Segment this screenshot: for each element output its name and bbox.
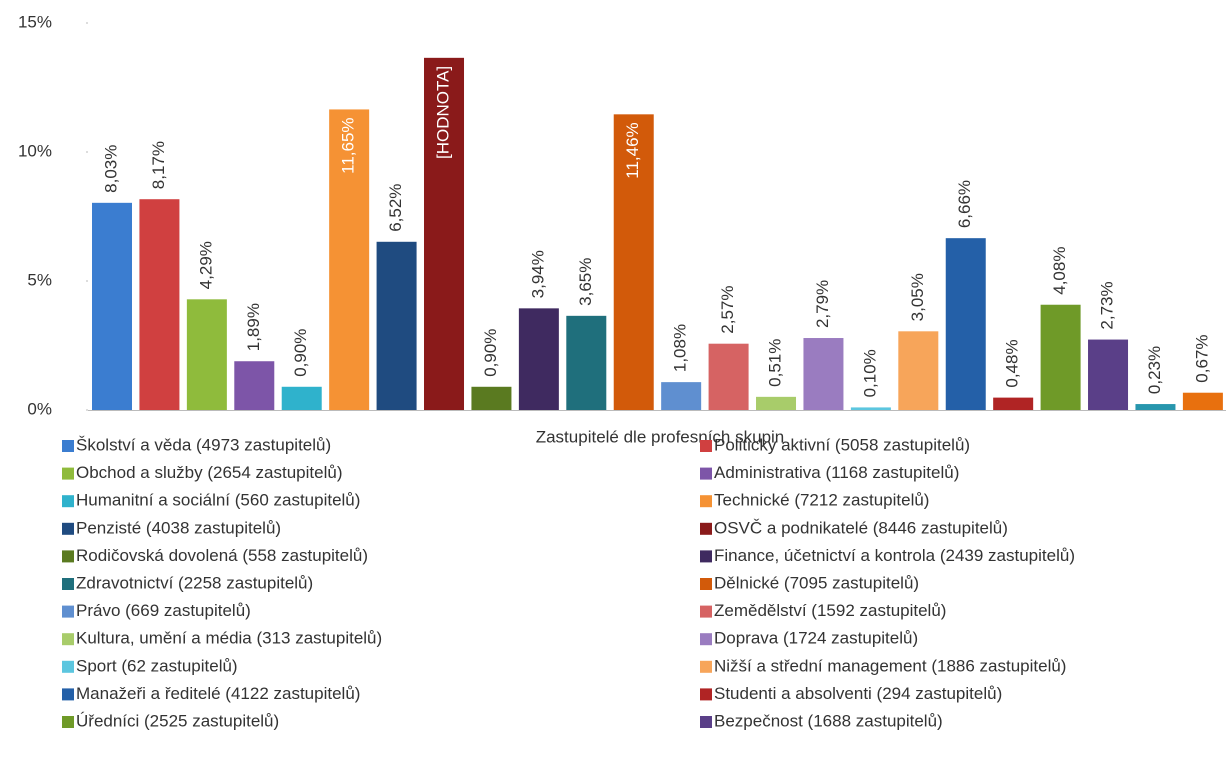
data-label: 3,65% [576,258,595,306]
data-label: 11,46% [623,122,642,178]
legend-label: Administrativa (1168 zastupitelů) [714,463,959,482]
data-label: 4,08% [1050,247,1069,295]
legend-swatch [62,522,74,535]
bar [898,331,939,410]
data-label: [HODNOTA] [433,66,452,159]
bar [613,114,654,410]
data-label: 2,57% [718,285,737,333]
bar [281,386,322,410]
legend-swatch [700,578,712,590]
legend-label: Rodičovská dovolená (558 zastupitelů) [76,546,368,565]
legend-swatch [700,550,712,563]
data-label: 0,10% [860,349,879,397]
legend-swatch [700,633,712,646]
data-label: 1,08% [671,324,690,372]
legend-label: Politicky aktivní (5058 zastupitelů) [714,435,970,454]
bar [566,315,607,410]
x-axis-title: Zastupitelé dle profesních skupin [536,427,785,446]
bar [708,343,749,410]
legend-label: Nižší a střední management (1886 zastupi… [714,656,1066,675]
data-label: 3,94% [528,250,547,298]
bar [756,396,797,410]
legend-swatch [700,467,712,480]
legend-label: Penzisté (4038 zastupitelů) [76,518,281,537]
data-label: 2,79% [813,280,832,328]
bar [329,109,370,411]
data-label: 1,89% [244,303,263,351]
legend-swatch [62,440,74,452]
data-label: 0,23% [1145,346,1164,394]
data-label: 11,65% [339,117,358,173]
legend-label: Dělnické (7095 zastupitelů) [714,573,919,592]
bar [471,386,512,410]
legend-label: Kultura, umění a média (313 zastupitelů) [76,629,382,648]
bar [92,202,132,410]
data-label: 0,90% [291,329,310,377]
legend-label: Zemědělství (1592 zastupitelů) [714,601,946,620]
bar [376,241,417,410]
bar [518,308,559,410]
legend-label: Doprava (1724 zastupitelů) [714,629,918,648]
legend-swatch [62,716,74,728]
bar [1135,404,1176,410]
legend-swatch [62,495,74,508]
legend-swatch [700,605,712,618]
legend-label: OSVČ a podnikatelé (8446 zastupitelů) [714,518,1008,537]
legend-swatch [700,716,712,728]
legend-swatch [62,578,74,590]
data-label: 8,17% [149,141,168,189]
bar [803,338,844,410]
bar [1182,392,1223,410]
bar [993,397,1034,410]
data-label: 0,67% [1192,335,1211,383]
bar [234,361,275,410]
legend-label: Úředníci (2525 zastupitelů) [76,711,279,730]
legend-swatch [62,633,74,646]
legend-label: Manažeři a ředitelé (4122 zastupitelů) [76,684,360,703]
legend-label: Studenti a absolventi (294 zastupitelů) [714,684,1002,703]
legend-swatch [62,660,74,673]
legend-swatch [62,550,74,563]
data-label: 6,66% [955,180,974,228]
legend-swatch [62,688,74,701]
legend-label: Právo (669 zastupitelů) [76,601,251,620]
legend-label: Zdravotnictví (2258 zastupitelů) [76,573,313,592]
y-tick-label: 0% [27,399,52,418]
legend-swatch [700,688,712,701]
data-label: 3,05% [908,273,927,321]
legend-label: Bezpečnost (1688 zastupitelů) [714,711,943,730]
legend-label: Školství a věda (4973 zastupitelů) [76,435,331,454]
legend-label: Sport (62 zastupitelů) [76,656,238,675]
bar [186,299,227,410]
bar [1088,339,1129,410]
legend-swatch [700,440,712,452]
data-label: 0,48% [1003,339,1022,387]
data-label: 4,29% [196,241,215,289]
legend-swatch [62,605,74,618]
bar [945,238,986,410]
y-tick-label: 5% [27,270,52,289]
y-tick-label: 10% [18,141,52,160]
data-label: 0,51% [766,339,785,387]
legend-label: Technické (7212 zastupitelů) [714,491,929,510]
data-label: 8,03% [101,145,120,193]
legend-swatch [700,660,712,673]
legend-swatch [62,467,74,480]
legend-swatch [700,522,712,535]
legend-label: Finance, účetnictví a kontrola (2439 zas… [714,546,1075,565]
legend-label: Obchod a služby (2654 zastupitelů) [76,463,343,482]
bar [850,407,891,410]
legend-label: Humanitní a sociální (560 zastupitelů) [76,491,360,510]
data-label: 0,90% [481,329,500,377]
y-tick-label: 15% [18,12,52,31]
data-label: 6,52% [386,184,405,232]
bar [661,382,702,410]
bar [139,199,180,410]
legend-swatch [700,495,712,508]
data-label: 2,73% [1098,281,1117,329]
bar [424,57,465,411]
bar [1040,304,1081,410]
